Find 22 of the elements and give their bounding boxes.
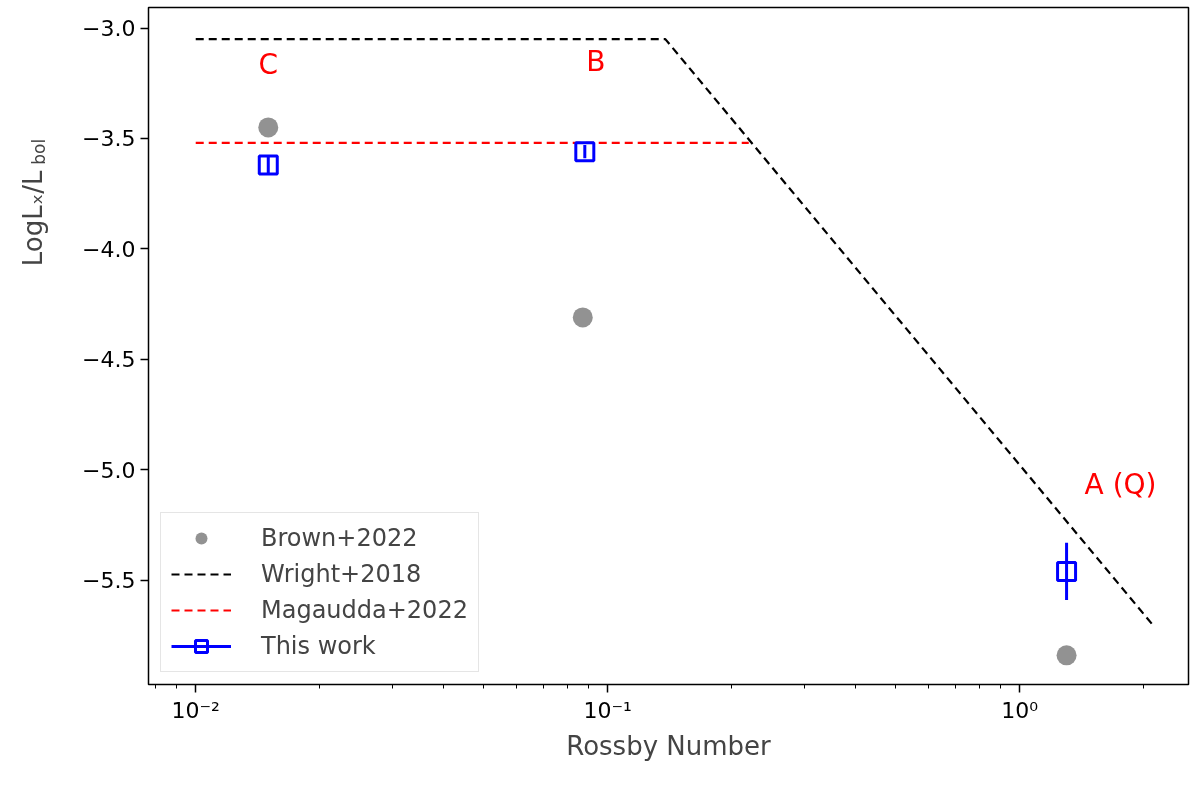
x-tick-label: 10⁰ <box>1001 697 1039 723</box>
y-tick-label: −3.0 <box>82 16 136 42</box>
y-tick-label: −5.0 <box>82 457 136 483</box>
y-tick-label: −5.5 <box>82 568 136 594</box>
y-tick-label: −4.0 <box>82 236 136 262</box>
y-axis-title: LogLₓ/Lbol <box>17 138 49 267</box>
point <box>258 117 279 138</box>
annotation: B <box>586 45 606 78</box>
x-axis-title: Rossby Number <box>566 730 772 761</box>
point <box>1056 560 1078 582</box>
annotation: C <box>258 48 279 81</box>
legend-label: Brown+2022 <box>261 524 418 552</box>
legend-label: Wright+2018 <box>261 560 422 588</box>
x-tick-label: 10⁻¹ <box>583 697 632 723</box>
legend-label: Magaudda+2022 <box>261 596 468 624</box>
x-tick-label: 10⁻² <box>171 697 220 723</box>
annotation: A (Q) <box>1084 468 1157 501</box>
y-tick-label: −3.5 <box>82 126 136 152</box>
point <box>1056 645 1077 666</box>
legend-label: This work <box>261 632 376 660</box>
y-tick-label: −4.5 <box>82 347 136 373</box>
point <box>257 154 279 176</box>
